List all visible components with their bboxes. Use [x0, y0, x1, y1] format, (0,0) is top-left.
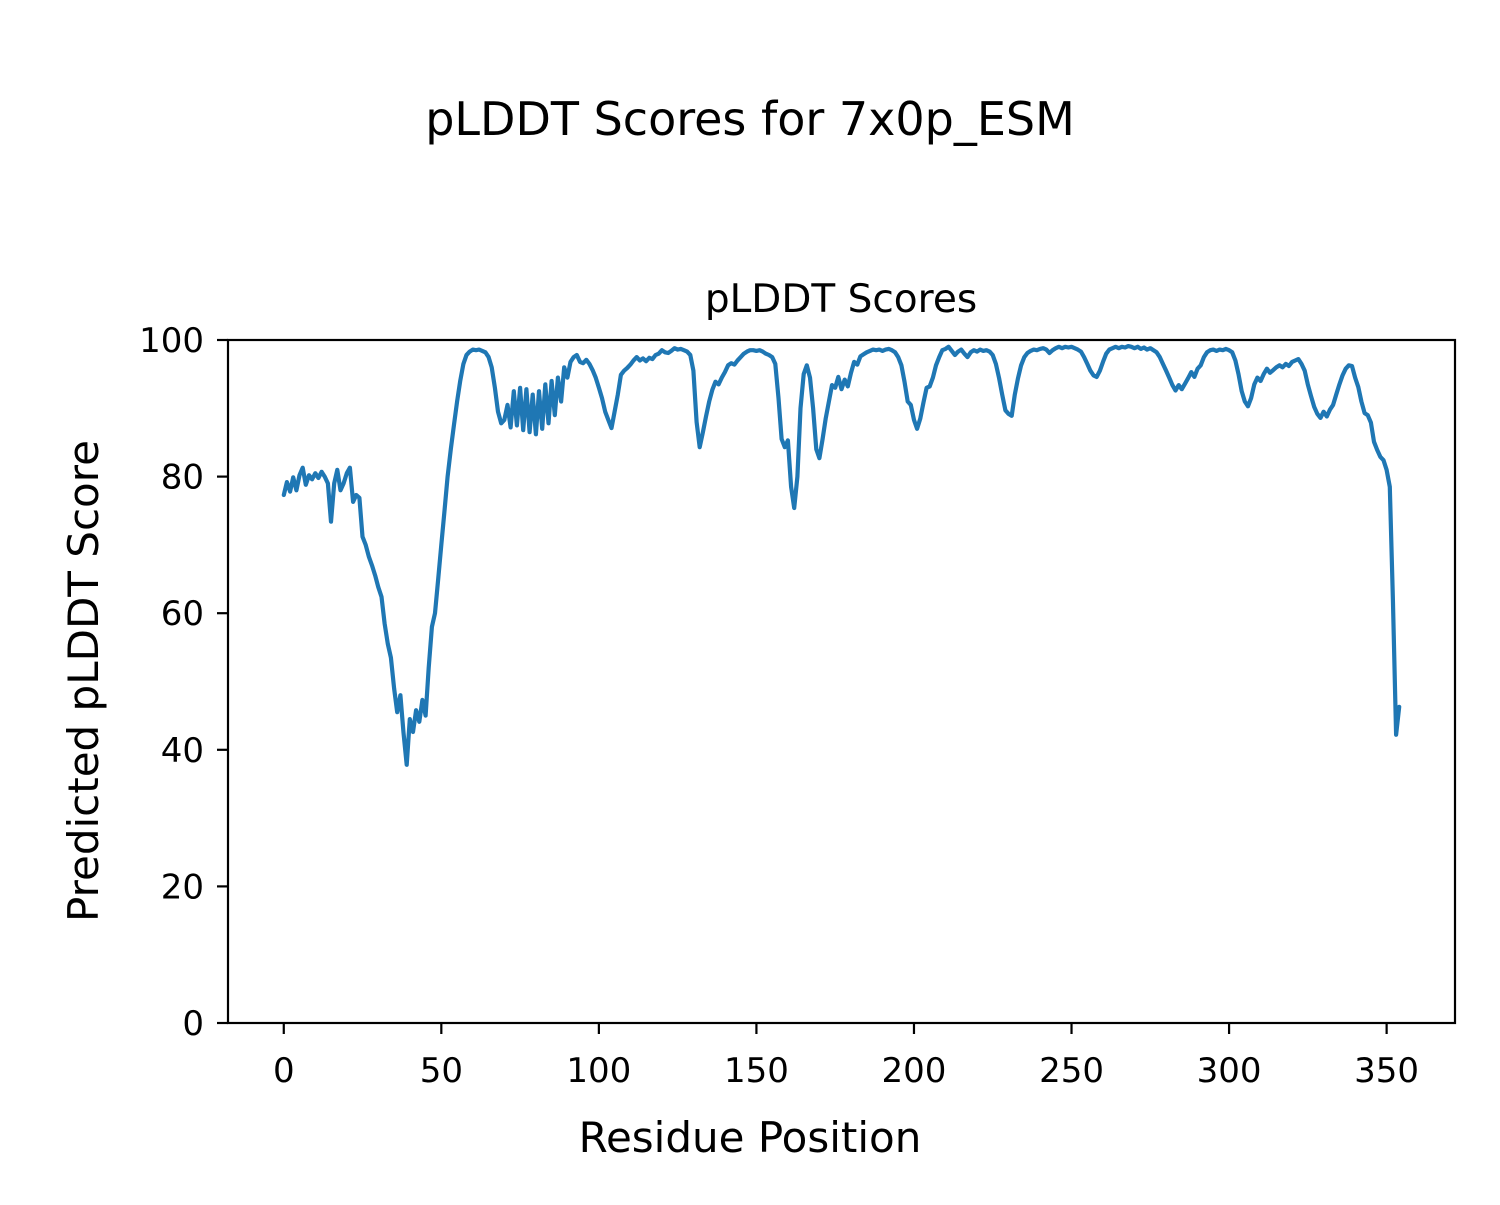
x-tick-label: 250	[1039, 1051, 1104, 1091]
x-tick-label: 300	[1197, 1051, 1262, 1091]
y-tick-label: 100	[139, 321, 204, 361]
figure-title: pLDDT Scores for 7x0p_ESM	[425, 92, 1075, 146]
x-axis-label: Residue Position	[579, 1113, 922, 1162]
y-tick-label: 60	[161, 594, 204, 634]
x-tick-label: 350	[1354, 1051, 1419, 1091]
x-tick-label: 150	[724, 1051, 789, 1091]
x-tick-label: 0	[273, 1051, 295, 1091]
plot-border	[226, 338, 1457, 1025]
y-tick-label: 0	[182, 1004, 204, 1044]
plddt-line	[281, 344, 1402, 767]
y-tick-label: 80	[161, 458, 204, 498]
x-tick-label: 100	[566, 1051, 631, 1091]
y-axis-label: Predicted pLDDT Score	[59, 440, 108, 922]
y-tick-label: 40	[161, 731, 204, 771]
axes-title: pLDDT Scores	[705, 277, 977, 322]
x-axis-ticks: 0 50 100 150 200 250 300 350	[273, 1023, 1419, 1091]
x-tick-label: 50	[420, 1051, 463, 1091]
y-axis-ticks: 0 20 40 60 80 100	[139, 321, 228, 1044]
x-tick-label: 200	[882, 1051, 947, 1091]
y-tick-label: 20	[161, 867, 204, 907]
